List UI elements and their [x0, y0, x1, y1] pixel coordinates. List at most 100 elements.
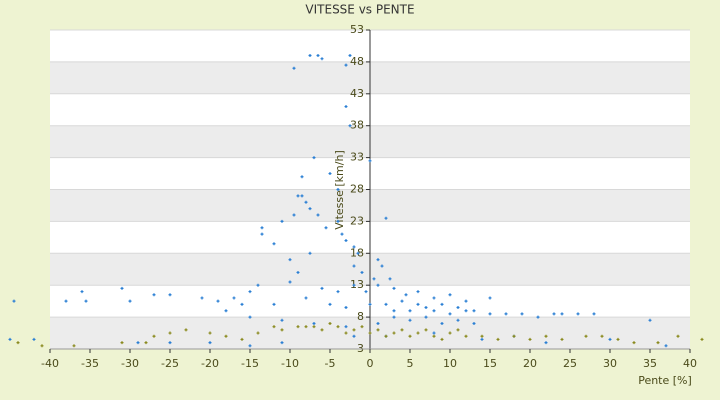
point	[296, 194, 300, 198]
point	[288, 258, 292, 262]
point	[280, 341, 284, 345]
point	[448, 331, 452, 335]
point	[80, 290, 84, 294]
point	[584, 334, 588, 338]
point	[352, 283, 356, 287]
point	[576, 312, 580, 316]
point	[352, 334, 356, 338]
point	[72, 344, 76, 348]
point	[260, 232, 264, 236]
point	[388, 277, 392, 281]
y-tick-label: 38	[350, 119, 364, 132]
point	[456, 306, 460, 310]
point	[304, 200, 308, 204]
point	[664, 344, 668, 348]
x-tick-label: -30	[121, 357, 139, 370]
point	[344, 331, 348, 335]
point	[344, 105, 348, 109]
point	[260, 226, 264, 230]
point	[456, 328, 460, 332]
point	[376, 321, 380, 325]
x-tick-label: -35	[81, 357, 99, 370]
point	[544, 334, 548, 338]
point	[272, 302, 276, 306]
point	[128, 299, 132, 303]
point	[648, 318, 652, 322]
point	[408, 309, 412, 313]
point	[336, 290, 340, 294]
point	[700, 337, 704, 341]
chart-title: VITESSE vs PENTE	[305, 3, 414, 17]
point	[324, 226, 328, 230]
point	[424, 328, 428, 332]
point	[168, 331, 172, 335]
point	[376, 258, 380, 262]
point	[348, 54, 352, 58]
point	[380, 264, 384, 268]
point	[488, 312, 492, 316]
point	[600, 334, 604, 338]
point	[360, 270, 364, 274]
point	[344, 239, 348, 243]
point	[16, 341, 20, 345]
point	[308, 207, 312, 211]
x-tick-label: 25	[563, 357, 577, 370]
point	[632, 341, 636, 345]
point	[224, 334, 228, 338]
point	[216, 299, 220, 303]
point	[224, 309, 228, 313]
point	[248, 290, 252, 294]
point	[336, 219, 340, 223]
point	[240, 337, 244, 341]
point	[536, 315, 540, 319]
point	[432, 334, 436, 338]
point	[344, 325, 348, 329]
point	[64, 299, 68, 303]
point	[300, 194, 304, 198]
point	[292, 213, 296, 217]
point	[392, 315, 396, 319]
point	[352, 328, 356, 332]
point	[348, 124, 352, 128]
point	[440, 321, 444, 325]
point	[288, 280, 292, 284]
x-tick-label: 5	[407, 357, 414, 370]
point	[360, 325, 364, 329]
x-tick-label: 30	[603, 357, 617, 370]
point	[464, 309, 468, 313]
point	[316, 213, 320, 217]
point	[152, 334, 156, 338]
point	[184, 328, 188, 332]
y-tick-label: 13	[350, 278, 364, 291]
point	[344, 63, 348, 67]
point	[552, 312, 556, 316]
point	[208, 341, 212, 345]
point	[316, 54, 320, 58]
point	[292, 66, 296, 70]
x-tick-label: 10	[443, 357, 457, 370]
point	[480, 334, 484, 338]
point	[32, 337, 36, 341]
point	[272, 242, 276, 246]
point	[616, 337, 620, 341]
point	[656, 341, 660, 345]
point	[520, 312, 524, 316]
point	[544, 341, 548, 345]
point	[496, 337, 500, 341]
point	[300, 175, 304, 179]
point	[272, 325, 276, 329]
point	[296, 270, 300, 274]
point	[168, 293, 172, 297]
point	[308, 251, 312, 255]
point	[312, 325, 316, 329]
point	[432, 296, 436, 300]
y-tick-label: 28	[350, 183, 364, 196]
point	[8, 337, 12, 341]
point	[448, 293, 452, 297]
point	[328, 302, 332, 306]
point	[456, 318, 460, 322]
point	[336, 325, 340, 329]
point	[320, 57, 324, 61]
x-tick-label: 15	[483, 357, 497, 370]
point	[84, 299, 88, 303]
